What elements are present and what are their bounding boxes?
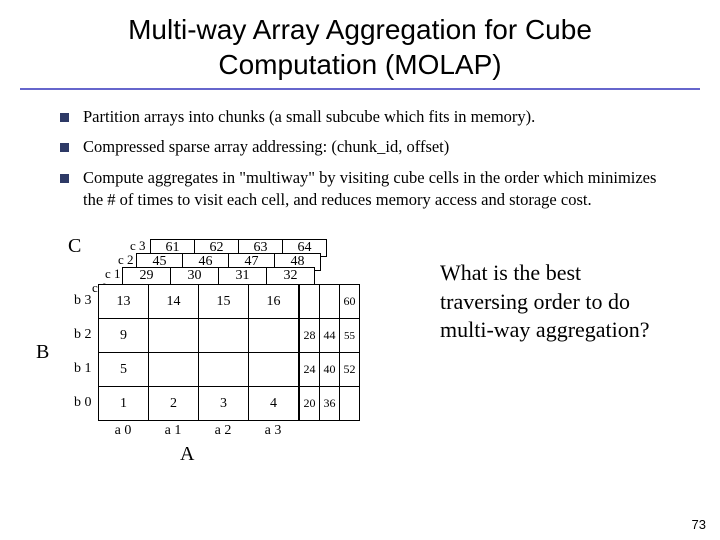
slide-title: Multi-way Array Aggregation for Cube Com… xyxy=(0,0,720,88)
bullet-icon xyxy=(60,113,69,122)
col-labels: a 0 a 1 a 2 a 3 xyxy=(98,423,298,439)
cell: 13 xyxy=(99,285,149,319)
row-label: b 0 xyxy=(74,386,92,420)
cell: 20 xyxy=(300,387,320,421)
cell: 36 xyxy=(320,387,340,421)
cell: 4 xyxy=(249,387,299,421)
cell xyxy=(320,285,340,319)
axis-b-label: B xyxy=(36,341,49,364)
col-label: a 2 xyxy=(198,423,248,439)
title-line-2: Computation (MOLAP) xyxy=(218,49,501,80)
bullet-icon xyxy=(60,143,69,152)
cell: 15 xyxy=(199,285,249,319)
cell xyxy=(249,319,299,353)
bullet-item: Compressed sparse array addressing: (chu… xyxy=(60,136,680,158)
axis-c-label: C xyxy=(68,235,81,258)
cell: 14 xyxy=(149,285,199,319)
axis-a-label: A xyxy=(180,443,194,466)
cell: 16 xyxy=(249,285,299,319)
cell xyxy=(249,353,299,387)
cell xyxy=(199,319,249,353)
cell: 5 xyxy=(99,353,149,387)
cell: 31 xyxy=(219,268,267,285)
row-label: b 2 xyxy=(74,318,92,352)
bullet-list: Partition arrays into chunks (a small su… xyxy=(0,106,720,229)
cell xyxy=(149,353,199,387)
cube-front-grid: 13 14 15 16 9 5 1 2 3 4 xyxy=(98,284,299,421)
page-number: 73 xyxy=(692,517,706,532)
bullet-item: Partition arrays into chunks (a small su… xyxy=(60,106,680,128)
cell xyxy=(149,319,199,353)
cell: 32 xyxy=(267,268,315,285)
title-underline xyxy=(20,88,700,90)
cell xyxy=(199,353,249,387)
cube-midplane-2: 29 30 31 32 xyxy=(122,267,315,285)
cell: 24 xyxy=(300,353,320,387)
col-label: a 1 xyxy=(148,423,198,439)
cell: 60 xyxy=(340,285,360,319)
cell: 52 xyxy=(340,353,360,387)
row-label: b 1 xyxy=(74,352,92,386)
bullet-text: Compressed sparse array addressing: (chu… xyxy=(83,136,449,158)
cell: 9 xyxy=(99,319,149,353)
bullet-item: Compute aggregates in "multiway" by visi… xyxy=(60,167,680,212)
question-text: What is the best traversing order to do … xyxy=(400,229,660,345)
cube-sideplane: 60 28 44 55 24 40 52 20 36 xyxy=(299,284,360,421)
cell: 2 xyxy=(149,387,199,421)
col-label: a 3 xyxy=(248,423,298,439)
cell: 44 xyxy=(320,319,340,353)
cell: 55 xyxy=(340,319,360,353)
cell xyxy=(300,285,320,319)
title-line-1: Multi-way Array Aggregation for Cube xyxy=(128,14,592,45)
content-row: C 61 62 63 64 c 3 45 46 47 48 c 2 29 30 … xyxy=(0,229,720,509)
bullet-icon xyxy=(60,174,69,183)
cell: 1 xyxy=(99,387,149,421)
cell: 29 xyxy=(123,268,171,285)
row-labels: b 3 b 2 b 1 b 0 xyxy=(74,284,92,420)
row-label: b 3 xyxy=(74,284,92,318)
col-label: a 0 xyxy=(98,423,148,439)
cube-diagram: C 61 62 63 64 c 3 45 46 47 48 c 2 29 30 … xyxy=(20,229,400,509)
bullet-text: Compute aggregates in "multiway" by visi… xyxy=(83,167,680,212)
cell: 3 xyxy=(199,387,249,421)
cell: 30 xyxy=(171,268,219,285)
cell: 40 xyxy=(320,353,340,387)
cell xyxy=(340,387,360,421)
bullet-text: Partition arrays into chunks (a small su… xyxy=(83,106,535,128)
cell: 28 xyxy=(300,319,320,353)
